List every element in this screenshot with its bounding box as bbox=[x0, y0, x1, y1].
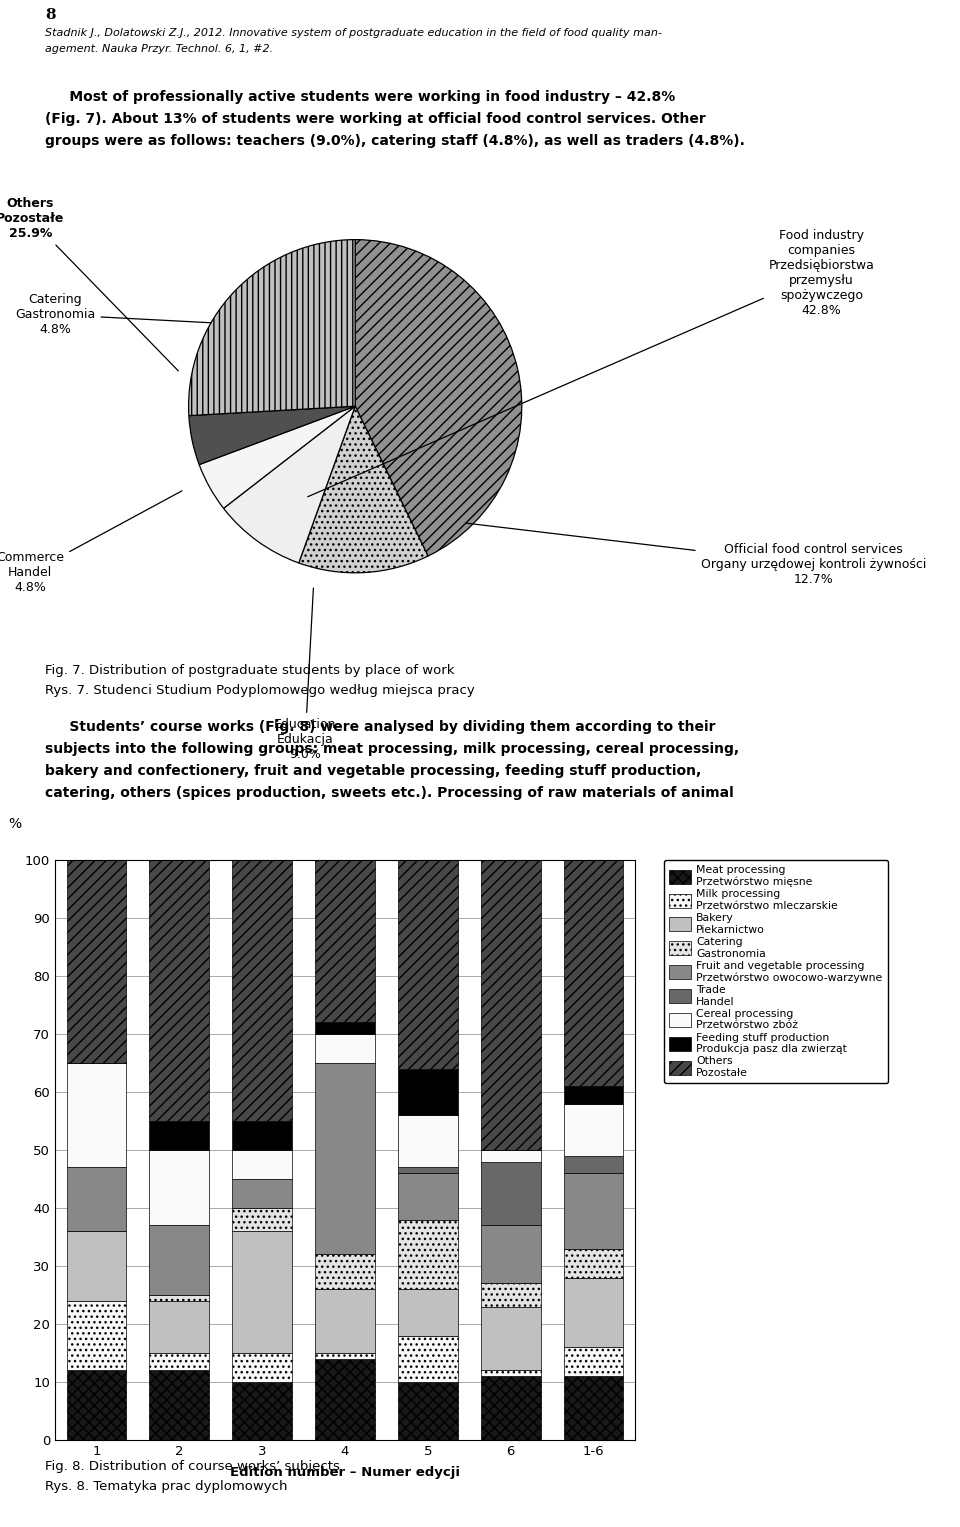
Bar bbox=[66, 860, 127, 1063]
Bar bbox=[481, 1283, 540, 1307]
Bar bbox=[564, 1376, 623, 1440]
Wedge shape bbox=[189, 406, 355, 464]
Text: Others
Pozostałe
25.9%: Others Pozostałe 25.9% bbox=[0, 197, 179, 371]
Text: catering, others (spices production, sweets etc.). Processing of raw materials o: catering, others (spices production, swe… bbox=[45, 786, 733, 800]
Text: Stadnik J., Dolatowski Z.J., 2012. Innovative system of postgraduate education i: Stadnik J., Dolatowski Z.J., 2012. Innov… bbox=[45, 27, 661, 38]
Bar bbox=[315, 1353, 374, 1359]
Text: subjects into the following groups: meat processing, milk processing, cereal pro: subjects into the following groups: meat… bbox=[45, 742, 739, 756]
Bar bbox=[66, 1301, 127, 1370]
Bar bbox=[564, 1173, 623, 1249]
Text: Rys. 8. Tematyka prac dyplomowych: Rys. 8. Tematyka prac dyplomowych bbox=[45, 1480, 287, 1493]
Bar bbox=[315, 1359, 374, 1440]
Text: Students’ course works (Fig. 8) were analysed by dividing them according to thei: Students’ course works (Fig. 8) were ana… bbox=[45, 721, 715, 734]
Text: agement. Nauka Przyr. Technol. 6, 1, #2.: agement. Nauka Przyr. Technol. 6, 1, #2. bbox=[45, 44, 274, 53]
Bar bbox=[315, 1063, 374, 1254]
Bar bbox=[150, 1301, 209, 1353]
Bar bbox=[232, 1353, 292, 1382]
Bar bbox=[398, 1220, 458, 1289]
Text: Fig. 7. Distribution of postgraduate students by place of work: Fig. 7. Distribution of postgraduate stu… bbox=[45, 664, 454, 676]
Bar bbox=[150, 1150, 209, 1225]
Bar bbox=[232, 1121, 292, 1150]
Bar bbox=[66, 1168, 127, 1231]
Bar bbox=[232, 1382, 292, 1440]
Text: Most of professionally active students were working in food industry – 42.8%: Most of professionally active students w… bbox=[45, 90, 675, 104]
Bar bbox=[481, 1376, 540, 1440]
Bar bbox=[398, 1168, 458, 1173]
Bar bbox=[232, 1231, 292, 1353]
Bar bbox=[564, 1278, 623, 1347]
Legend: Meat processing
Przetwórstwo mięsne, Milk processing
Przetwórstwo mleczarskie, B: Meat processing Przetwórstwo mięsne, Mil… bbox=[663, 860, 888, 1083]
Bar bbox=[315, 1289, 374, 1353]
X-axis label: Edition number – Numer edycji: Edition number – Numer edycji bbox=[230, 1466, 460, 1480]
Bar bbox=[315, 860, 374, 1023]
Bar bbox=[398, 1336, 458, 1382]
Bar bbox=[398, 860, 458, 1069]
Bar bbox=[398, 1069, 458, 1115]
Bar bbox=[564, 1086, 623, 1104]
Text: Fig. 8. Distribution of course works’ subjects: Fig. 8. Distribution of course works’ su… bbox=[45, 1460, 340, 1474]
Bar bbox=[398, 1115, 458, 1168]
Bar bbox=[232, 860, 292, 1121]
Text: Food industry
companies
Przedsiębiorstwa
przemysłu
spożywczego
42.8%: Food industry companies Przedsiębiorstwa… bbox=[308, 229, 875, 496]
Wedge shape bbox=[299, 406, 428, 573]
Bar bbox=[481, 1162, 540, 1225]
Text: Commerce
Handel
4.8%: Commerce Handel 4.8% bbox=[0, 490, 182, 594]
Text: %: % bbox=[9, 817, 22, 831]
Bar bbox=[150, 1370, 209, 1440]
Bar bbox=[398, 1289, 458, 1336]
Wedge shape bbox=[199, 406, 355, 508]
Bar bbox=[232, 1208, 292, 1231]
Bar bbox=[315, 1023, 374, 1034]
Wedge shape bbox=[224, 406, 355, 563]
Wedge shape bbox=[355, 240, 522, 556]
Text: groups were as follows: teachers (9.0%), catering staff (4.8%), as well as trade: groups were as follows: teachers (9.0%),… bbox=[45, 134, 745, 148]
Bar bbox=[315, 1034, 374, 1063]
Bar bbox=[150, 1295, 209, 1301]
Bar bbox=[564, 1156, 623, 1173]
Bar bbox=[315, 1254, 374, 1289]
Bar bbox=[564, 1104, 623, 1156]
Bar bbox=[481, 1150, 540, 1162]
Bar bbox=[150, 1353, 209, 1370]
Bar bbox=[564, 1347, 623, 1376]
Bar bbox=[481, 860, 540, 1150]
Text: bakery and confectionery, fruit and vegetable processing, feeding stuff producti: bakery and confectionery, fruit and vege… bbox=[45, 764, 701, 777]
Bar bbox=[398, 1382, 458, 1440]
Text: (Fig. 7). About 13% of students were working at official food control services. : (Fig. 7). About 13% of students were wor… bbox=[45, 111, 706, 127]
Text: Catering
Gastronomia
4.8%: Catering Gastronomia 4.8% bbox=[15, 293, 211, 336]
Bar bbox=[232, 1150, 292, 1179]
Bar bbox=[66, 1063, 127, 1168]
Bar bbox=[564, 860, 623, 1086]
Bar bbox=[150, 860, 209, 1121]
Bar bbox=[564, 1249, 623, 1278]
Bar bbox=[150, 1121, 209, 1150]
Wedge shape bbox=[188, 240, 355, 415]
Bar bbox=[66, 1231, 127, 1301]
Bar bbox=[66, 1370, 127, 1440]
Text: 8: 8 bbox=[45, 8, 56, 21]
Bar bbox=[481, 1307, 540, 1370]
Bar bbox=[398, 1173, 458, 1220]
Text: Rys. 7. Studenci Studium Podyplomowego według miejsca pracy: Rys. 7. Studenci Studium Podyplomowego w… bbox=[45, 684, 475, 696]
Text: Official food control services
Organy urzędowej kontroli żywności
12.7%: Official food control services Organy ur… bbox=[467, 524, 926, 586]
Bar bbox=[481, 1225, 540, 1283]
Bar bbox=[150, 1225, 209, 1295]
Bar bbox=[481, 1370, 540, 1376]
Text: Education
Edukacja
9.0%: Education Edukacja 9.0% bbox=[274, 588, 336, 760]
Bar bbox=[232, 1179, 292, 1208]
